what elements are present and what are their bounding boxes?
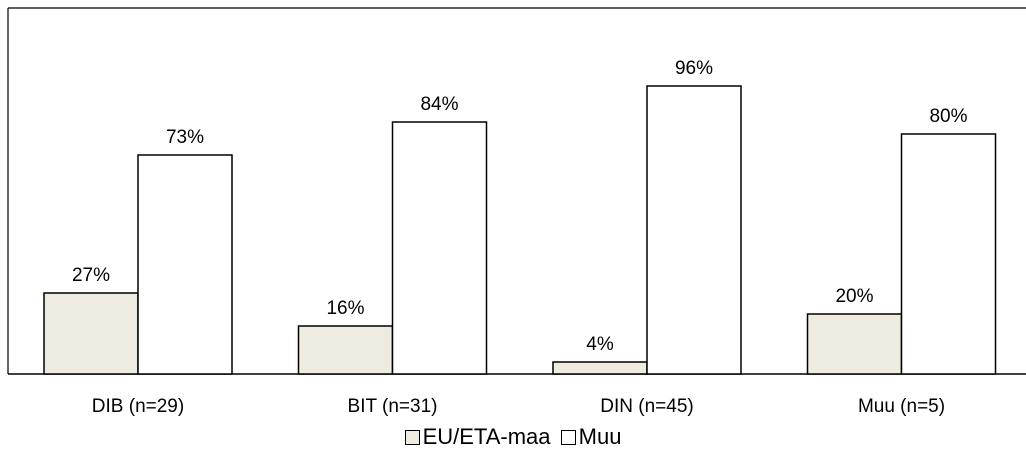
value-label-eu-eta-maa-muu-n-5: 20% xyxy=(835,286,873,307)
category-label-muu-n-5: Muu (n=5) xyxy=(858,396,945,417)
value-label-muu-bit-n-31: 84% xyxy=(420,94,458,115)
value-label-muu-muu-n-5: 80% xyxy=(929,106,967,127)
legend-swatch-muu xyxy=(560,429,576,445)
category-label-dib-n-29: DIB (n=29) xyxy=(92,396,184,417)
value-label-muu-din-n-45: 96% xyxy=(675,58,713,79)
bar-muu-dib-n-29 xyxy=(137,154,233,375)
bar-eu-eta-maa-din-n-45 xyxy=(552,361,648,375)
legend-item-eu-eta-maa: EU/ETA-maa xyxy=(404,424,551,450)
bar-eu-eta-maa-muu-n-5 xyxy=(806,313,903,375)
value-label-eu-eta-maa-bit-n-31: 16% xyxy=(326,298,364,319)
chart-legend: EU/ETA-maa Muu xyxy=(0,424,1026,451)
legend-label-eu-eta-maa: EU/ETA-maa xyxy=(422,424,551,449)
bar-chart: 27% 73% 16% 84% 4% 96% 20% 80% DIB (n=29) BIT (n… xyxy=(7,7,1026,417)
bar-muu-din-n-45 xyxy=(646,85,742,375)
value-label-eu-eta-maa-din-n-45: 4% xyxy=(586,334,614,355)
bar-muu-bit-n-31 xyxy=(391,121,488,375)
bar-eu-eta-maa-bit-n-31 xyxy=(297,325,394,375)
bar-eu-eta-maa-dib-n-29 xyxy=(43,292,139,375)
category-label-bit-n-31: BIT (n=31) xyxy=(348,396,438,417)
value-label-eu-eta-maa-dib-n-29: 27% xyxy=(72,265,110,286)
bar-muu-muu-n-5 xyxy=(900,133,997,375)
value-label-muu-dib-n-29: 73% xyxy=(166,127,204,148)
legend-swatch-eu-eta-maa xyxy=(404,429,420,445)
legend-label-muu: Muu xyxy=(578,424,622,449)
category-label-din-n-45: DIN (n=45) xyxy=(600,396,693,417)
legend-item-muu: Muu xyxy=(560,424,622,450)
